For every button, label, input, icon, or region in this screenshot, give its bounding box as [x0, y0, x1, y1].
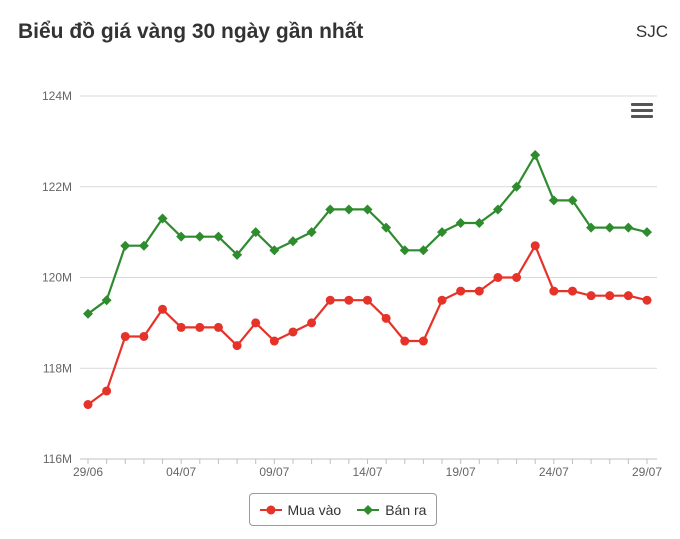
y-tick-label: 116M	[43, 452, 72, 466]
series-line-sell	[87, 153, 648, 315]
data-point-sell	[548, 195, 559, 206]
data-point-buy	[623, 291, 633, 301]
y-tick-label: 118M	[43, 361, 72, 375]
data-point-sell	[437, 227, 448, 238]
data-point-buy	[474, 286, 484, 296]
data-point-sell	[287, 236, 298, 247]
price-line-chart: 116M 118M 120M 122M 124M 29/06 04/07 09/07 14/07…	[42, 89, 662, 479]
series-line-buy	[87, 244, 648, 406]
data-point-buy	[586, 291, 596, 301]
data-point-sell	[83, 308, 93, 319]
data-point-buy	[418, 336, 428, 346]
data-point-buy	[437, 295, 447, 305]
legend-marker-diamond	[357, 504, 380, 515]
data-point-buy	[213, 322, 223, 332]
legend-label-buy: Mua vào	[287, 501, 342, 518]
legend-item-buy[interactable]: Mua vào	[259, 501, 342, 518]
data-point-buy	[530, 241, 540, 251]
data-point-sell	[250, 227, 261, 238]
data-point-buy	[512, 273, 522, 282]
data-point-buy	[493, 273, 503, 282]
data-point-sell	[474, 218, 485, 229]
data-point-sell	[138, 240, 149, 251]
data-point-buy	[605, 291, 615, 301]
chart-legend: Mua vào Bán ra	[249, 493, 437, 526]
data-point-sell	[213, 231, 224, 242]
data-point-buy	[269, 336, 279, 346]
data-point-sell	[176, 231, 187, 242]
data-point-sell	[586, 222, 597, 233]
x-tick-label: 24/07	[539, 465, 569, 479]
x-tick-label: 14/07	[352, 465, 382, 479]
data-point-buy	[176, 322, 186, 332]
data-point-sell	[418, 245, 429, 256]
data-point-buy	[139, 331, 149, 341]
x-tick-label: 29/06	[73, 465, 103, 479]
data-point-buy	[195, 322, 205, 332]
legend-label-sell: Bán ra	[385, 501, 427, 518]
data-point-sell	[194, 231, 205, 242]
data-point-sell	[511, 181, 522, 192]
data-point-buy	[307, 318, 317, 328]
data-point-sell	[381, 222, 392, 233]
data-point-buy	[400, 336, 410, 346]
hamburger-icon[interactable]	[628, 100, 656, 124]
data-point-buy	[344, 295, 354, 305]
x-tick-label: 04/07	[166, 465, 196, 479]
data-point-buy	[456, 286, 466, 296]
data-point-sell	[362, 204, 373, 215]
data-point-buy	[251, 318, 261, 328]
data-point-buy	[567, 286, 577, 296]
legend-item-sell[interactable]: Bán ra	[357, 502, 426, 518]
data-point-buy	[381, 313, 391, 323]
y-tick-label: 124M	[42, 89, 72, 103]
data-point-sell	[567, 195, 578, 206]
data-point-buy	[120, 331, 130, 341]
y-tick-label: 122M	[42, 180, 72, 194]
data-point-buy	[102, 386, 112, 396]
data-point-buy	[83, 400, 93, 410]
data-point-buy	[642, 295, 652, 305]
brand-label: SJC	[635, 22, 668, 41]
x-tick-label: 19/07	[446, 465, 476, 479]
data-point-sell	[120, 240, 131, 251]
data-point-sell	[269, 245, 280, 256]
x-tick-label: 09/07	[259, 465, 289, 479]
data-point-sell	[623, 222, 634, 233]
x-tick-label: 29/07	[632, 465, 662, 479]
data-point-sell	[399, 245, 410, 256]
data-point-sell	[157, 213, 168, 224]
data-point-sell	[492, 204, 503, 215]
data-point-sell	[455, 218, 466, 229]
data-point-sell	[604, 222, 615, 233]
data-point-buy	[363, 295, 372, 305]
data-point-sell	[530, 149, 541, 160]
data-point-buy	[549, 286, 559, 296]
chart-title: Biểu đồ giá vàng 30 ngày gần nhất	[18, 20, 364, 43]
y-tick-label: 120M	[42, 271, 72, 285]
data-point-sell	[306, 227, 317, 238]
data-point-sell	[343, 204, 354, 215]
data-point-buy	[232, 341, 242, 351]
data-point-sell	[232, 249, 243, 260]
data-point-buy	[288, 327, 298, 337]
legend-marker-circle	[259, 505, 282, 514]
data-point-buy	[325, 295, 335, 305]
data-point-buy	[158, 304, 168, 314]
data-point-sell	[642, 227, 652, 238]
data-point-sell	[101, 295, 112, 306]
data-point-sell	[325, 204, 336, 215]
